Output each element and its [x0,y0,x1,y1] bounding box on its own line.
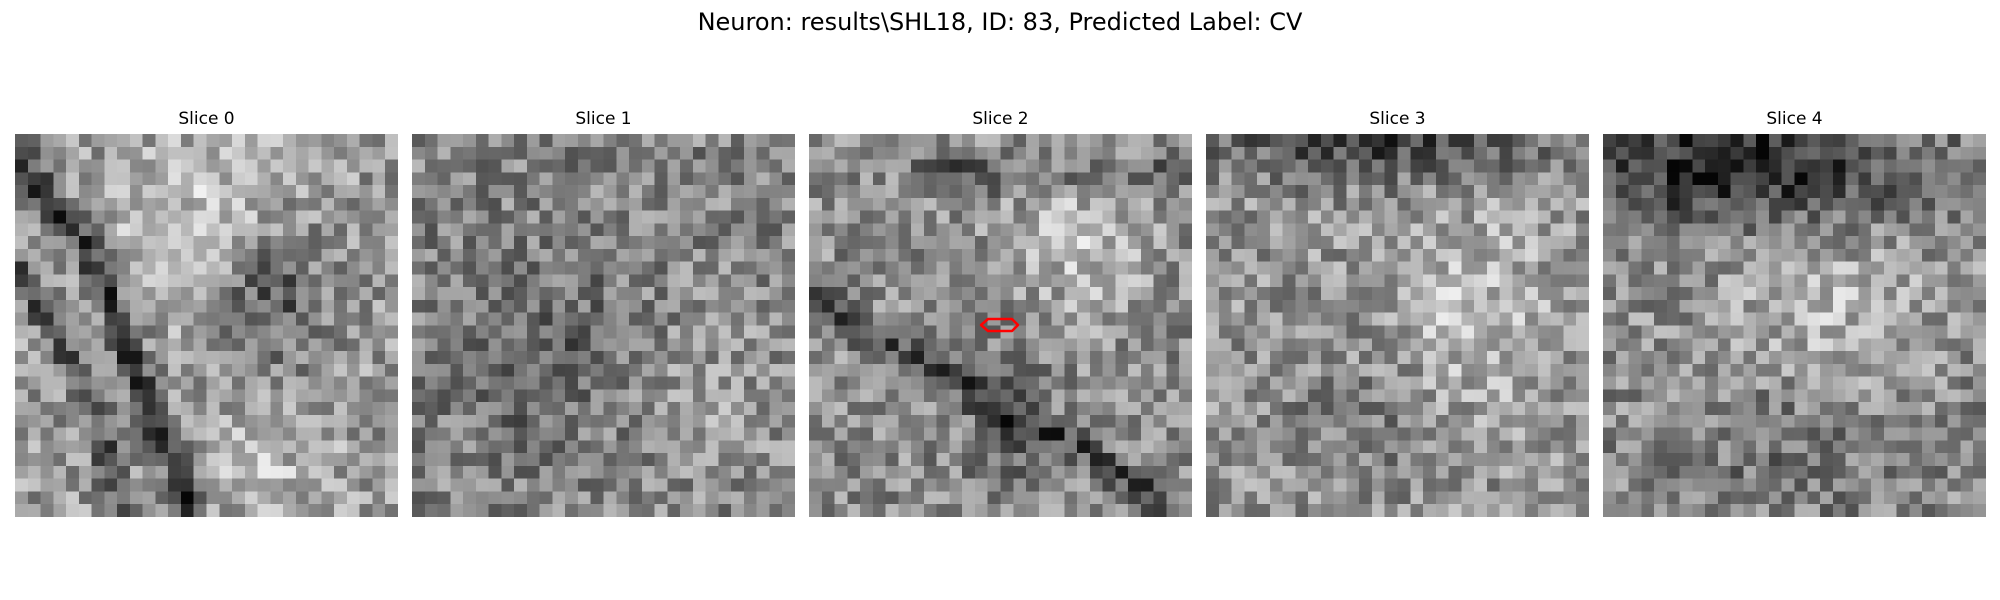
slice-title-4: Slice 4 [1766,109,1823,129]
slice-title-0: Slice 0 [178,109,235,129]
slice-title-3: Slice 3 [1369,109,1426,129]
slice-image-1 [412,134,795,517]
slice-image-2 [809,134,1192,517]
slice-title-2: Slice 2 [972,109,1029,129]
slice-image-4 [1603,134,1986,517]
slice-image-3 [1206,134,1589,517]
slice-image-0 [15,134,398,517]
slice-title-1: Slice 1 [575,109,632,129]
figure-title: Neuron: results\SHL18, ID: 83, Predicted… [697,8,1303,36]
